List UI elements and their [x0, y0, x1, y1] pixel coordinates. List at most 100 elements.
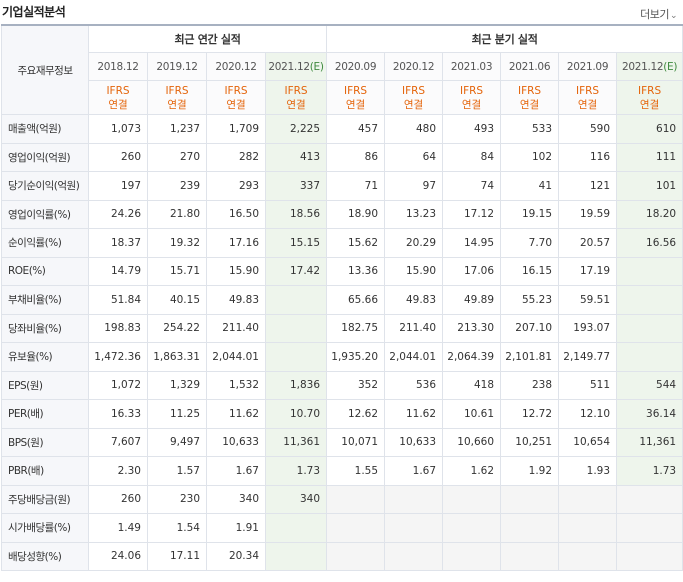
table-cell: 71 [326, 171, 386, 201]
group-annual-header: 최근 연간 실적 [87, 24, 328, 53]
table-row: 매출액(억원) 1,073 1,237 1,709 2,225 457 480 493 533 5… [1, 114, 683, 144]
table-cell [616, 484, 683, 514]
table-row: BPS(원) 7,607 9,497 10,633 11,361 10,071 10,633… [1, 427, 683, 457]
table-cell [558, 541, 618, 571]
table-cell: 11.62 [384, 399, 444, 429]
consolidated-label: 연결 [108, 98, 128, 111]
table-cell [616, 513, 683, 543]
table-cell: 65.66 [326, 285, 386, 315]
table-cell: 18.56 [264, 199, 328, 229]
table-cell: 2,149.77 [558, 342, 618, 372]
table-cell: 282 [206, 142, 266, 172]
table-cell: 11,361 [264, 427, 328, 457]
table-row: 배당성향(%) 24.06 17.11 20.34 [1, 541, 683, 571]
table-cell: 116 [558, 142, 618, 172]
ifrs-header: IFRS 연결 [442, 80, 502, 115]
row-label: 시가배당률(%) [1, 513, 89, 543]
section-title: 기업실적분석 [2, 5, 66, 19]
ifrs-header: IFRS 연결 [384, 80, 444, 115]
table-cell: 20.29 [384, 228, 444, 258]
table-cell: 7,607 [88, 427, 148, 457]
table-cell [264, 285, 328, 315]
ifrs-label: IFRS [401, 84, 426, 97]
table-cell: 17.12 [442, 199, 502, 229]
table-cell: 260 [88, 142, 148, 172]
ifrs-header-row: IFRS 연결 IFRS 연결 IFRS 연결 IFRS 연결 IFRS 연결 IFRS 연결 IFRS… [2, 80, 683, 115]
group-quarter-header: 최근 분기 실적 [326, 24, 683, 53]
table-cell: 12.62 [326, 399, 386, 429]
table-cell: 17.19 [558, 256, 618, 286]
table-cell [326, 484, 386, 514]
table-cell: 86 [326, 142, 386, 172]
table-cell: 1.49 [88, 513, 148, 543]
period-date: 2020.09 [334, 60, 377, 73]
table-cell [558, 484, 618, 514]
table-row: 당기순이익(억원) 197 239 293 337 71 97 74 41 121 101 [1, 171, 683, 201]
table-cell: 211.40 [384, 313, 444, 343]
table-cell: 11.62 [206, 399, 266, 429]
table-cell [264, 513, 328, 543]
table-cell [500, 484, 560, 514]
row-label: PER(배) [1, 399, 89, 429]
table-row: 영업이익률(%) 24.26 21.80 16.50 18.56 18.90 13.23 17… [1, 199, 683, 229]
table-cell: 213.30 [442, 313, 502, 343]
table-cell: 493 [442, 114, 502, 144]
table-cell: 260 [88, 484, 148, 514]
table-cell: 16.50 [206, 199, 266, 229]
table-cell: 533 [500, 114, 560, 144]
table-cell: 15.71 [147, 256, 207, 286]
row-header-label: 주요재무정보 [1, 24, 89, 115]
row-label: 영업이익률(%) [1, 199, 89, 229]
period-date: 2021.06 [508, 60, 551, 73]
row-label: 영업이익(억원) [1, 142, 89, 172]
table-cell: 59.51 [558, 285, 618, 315]
table-cell [558, 513, 618, 543]
table-row: 유보율(%) 1,472.36 1,863.31 2,044.01 1,935.20 2,… [1, 342, 683, 372]
table-cell: 74 [442, 171, 502, 201]
table-cell: 21.80 [147, 199, 207, 229]
table-cell: 12.10 [558, 399, 618, 429]
table-cell: 20.57 [558, 228, 618, 258]
table-cell: 352 [326, 370, 386, 400]
table-cell: 1,532 [206, 370, 266, 400]
table-cell: 413 [264, 142, 328, 172]
period-date: 2021.09 [566, 60, 609, 73]
period-header: 2021.09 [558, 52, 618, 81]
table-cell: 18.20 [616, 199, 683, 229]
consolidated-label: 연결 [167, 98, 187, 111]
more-button[interactable]: 더보기⌄ [640, 6, 677, 22]
table-row: 영업이익(억원) 260 270 282 413 86 64 84 102 116 111 [1, 142, 683, 172]
table-cell: 1.62 [442, 456, 502, 486]
period-header: 2021.06 [500, 52, 560, 81]
table-cell [264, 342, 328, 372]
table-cell [616, 256, 683, 286]
table-cell: 49.83 [206, 285, 266, 315]
period-date: 2019.12 [156, 60, 198, 73]
table-cell: 19.15 [500, 199, 560, 229]
table-cell: 1,863.31 [147, 342, 207, 372]
table-cell: 49.83 [384, 285, 444, 315]
more-label: 더보기 [640, 8, 669, 21]
ifrs-label: IFRS [224, 84, 248, 97]
table-cell: 16.15 [500, 256, 560, 286]
table-cell: 10,660 [442, 427, 502, 457]
table-cell: 340 [206, 484, 266, 514]
table-cell: 15.90 [206, 256, 266, 286]
ifrs-header: IFRS 연결 [326, 80, 386, 115]
table-row: EPS(원) 1,072 1,329 1,532 1,836 352 536 418 238 51… [1, 370, 683, 400]
table-cell [500, 541, 560, 571]
table-row: 순이익률(%) 18.37 19.32 17.16 15.15 15.62 20.29 14.… [1, 228, 683, 258]
table-cell: 207.10 [500, 313, 560, 343]
ifrs-header: IFRS 연결 [206, 80, 266, 115]
row-label: PBR(배) [1, 456, 89, 486]
table-cell: 17.16 [206, 228, 266, 258]
table-cell: 97 [384, 171, 444, 201]
table-cell: 10,071 [326, 427, 386, 457]
table-cell: 211.40 [206, 313, 266, 343]
table-row: 당좌비율(%) 198.83 254.22 211.40 182.75 211.40 213… [1, 313, 683, 343]
table-cell [616, 541, 683, 571]
row-label: EPS(원) [1, 370, 89, 400]
table-cell: 270 [147, 142, 207, 172]
table-cell: 239 [147, 171, 207, 201]
consolidated-label: 연결 [461, 98, 482, 111]
